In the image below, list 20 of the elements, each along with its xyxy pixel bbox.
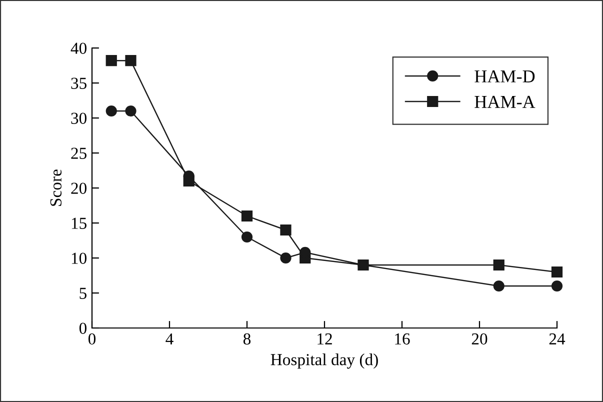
y-tick-label: 35: [71, 78, 86, 89]
y-tick-label: 5: [80, 288, 86, 299]
y-tick-label: 40: [70, 42, 87, 54]
x-tick-label: 12: [318, 333, 332, 344]
y-tick-label: 30: [71, 112, 87, 124]
y-axis-title: Score: [50, 170, 62, 206]
y-tick-label: 25: [71, 148, 86, 159]
x-axis-title: Hospital day (d): [270, 354, 378, 369]
x-tick-label: 20: [472, 333, 488, 345]
y-tick-label: 15: [72, 218, 86, 229]
y-tick-label: 0: [79, 322, 87, 334]
x-tick-label: 24: [549, 333, 566, 344]
x-tick-label: 4: [166, 333, 174, 344]
legend-label: HAM-D: [474, 70, 535, 82]
legend-label: HAM-A: [474, 96, 536, 108]
y-tick-label: 20: [71, 182, 87, 194]
x-tick-label: 8: [243, 333, 251, 345]
x-tick-label: 16: [395, 333, 410, 345]
y-tick-label: 10: [72, 252, 87, 264]
x-tick-label: 0: [88, 333, 96, 345]
